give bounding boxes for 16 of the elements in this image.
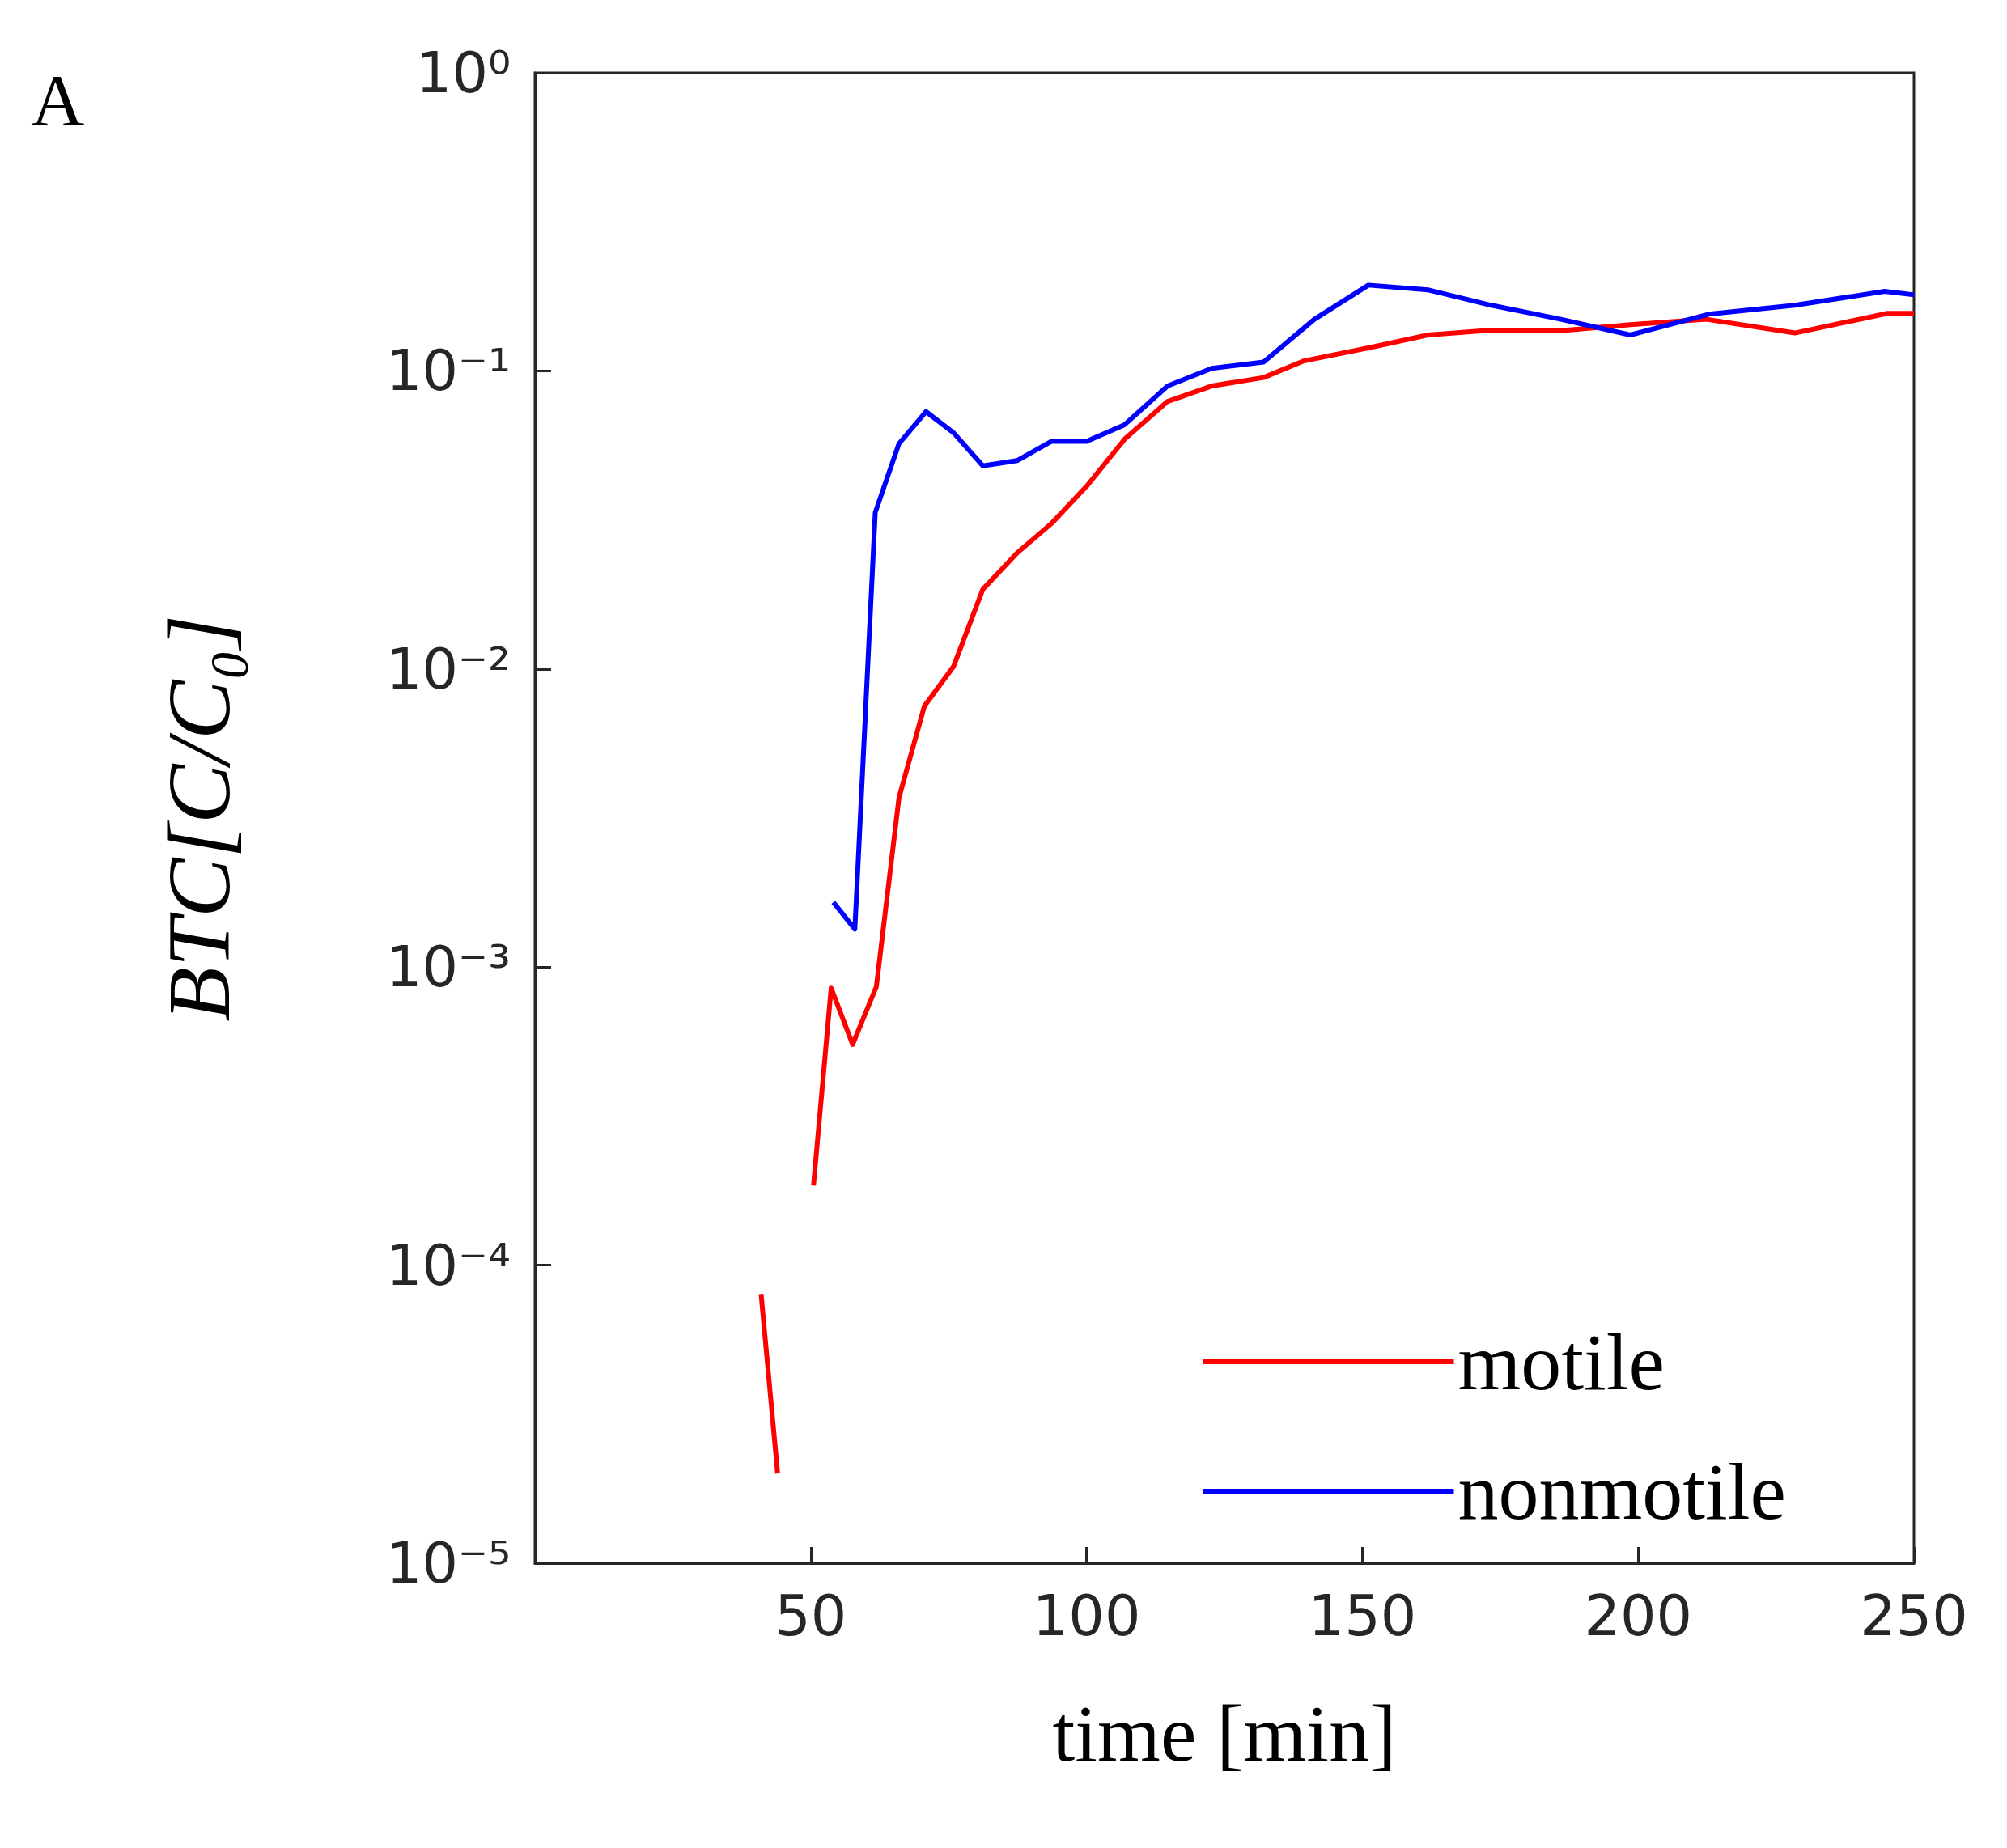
x-axis-title: time [min] xyxy=(1052,1688,1397,1778)
y-tick-label: 10⁻¹ xyxy=(385,337,511,405)
x-tick-label: 200 xyxy=(1584,1583,1692,1649)
y-tick-label: 10⁻² xyxy=(385,635,511,702)
x-tick-label: 100 xyxy=(1032,1583,1141,1649)
x-tick-label: 250 xyxy=(1860,1583,1968,1649)
x-tick-label: 150 xyxy=(1308,1583,1417,1649)
x-tick-label: 50 xyxy=(774,1583,847,1649)
y-tick-label: 10⁻³ xyxy=(385,934,511,1001)
legend-label: motile xyxy=(1458,1316,1665,1407)
legend-label: nonmotile xyxy=(1458,1446,1787,1536)
y-tick-label: 10⁰ xyxy=(415,40,511,106)
y-tick-label: 10⁻⁴ xyxy=(385,1231,511,1299)
y-tick-label: 10⁻⁵ xyxy=(385,1530,511,1596)
y-axis-title: BTC[C/C₀] xyxy=(150,614,248,1022)
text: A xyxy=(31,59,85,142)
